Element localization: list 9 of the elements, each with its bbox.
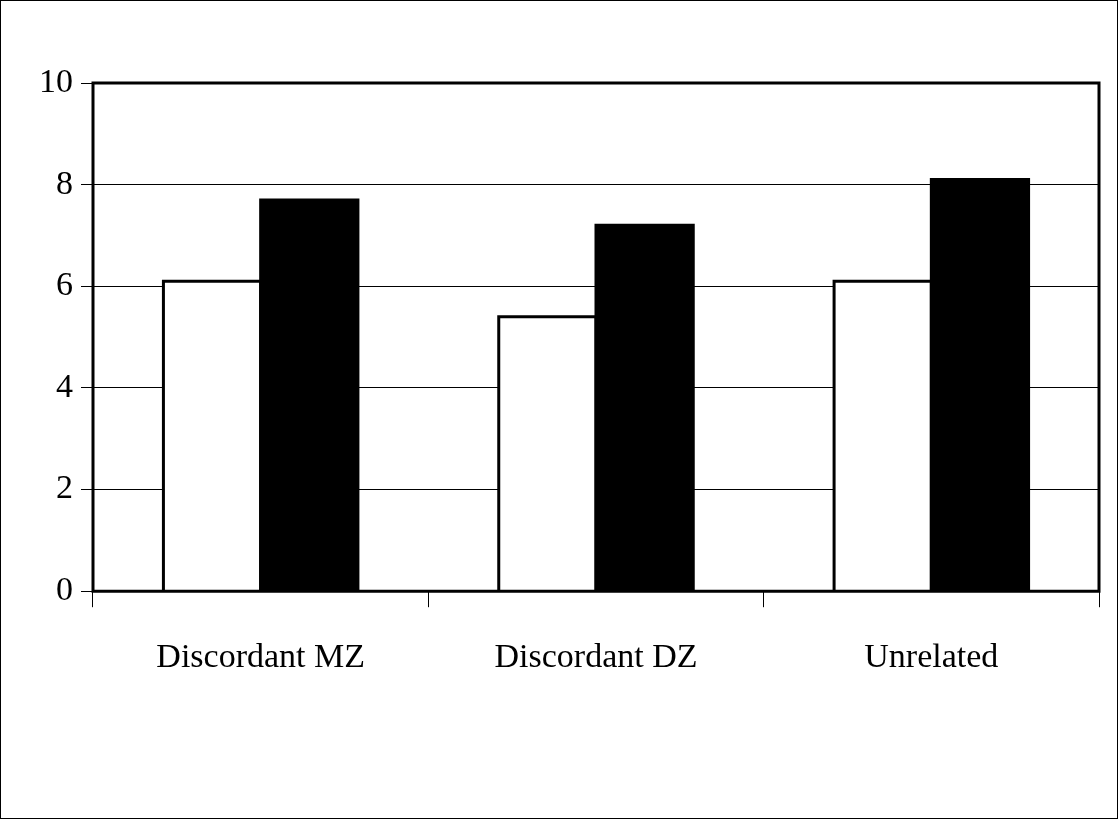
x-tick-label: Discordant DZ	[494, 636, 698, 674]
y-tick-label: 0	[56, 570, 73, 608]
x-tick-label: Discordant MZ	[156, 636, 366, 674]
y-tick-label: 4	[56, 366, 73, 404]
y-tick-label: 6	[56, 265, 73, 303]
y-tick-label: 10	[39, 61, 73, 99]
x-tick-label: Unrelated	[864, 636, 999, 674]
y-tick-label: 2	[56, 468, 73, 506]
y-tick-label: 8	[56, 163, 73, 201]
